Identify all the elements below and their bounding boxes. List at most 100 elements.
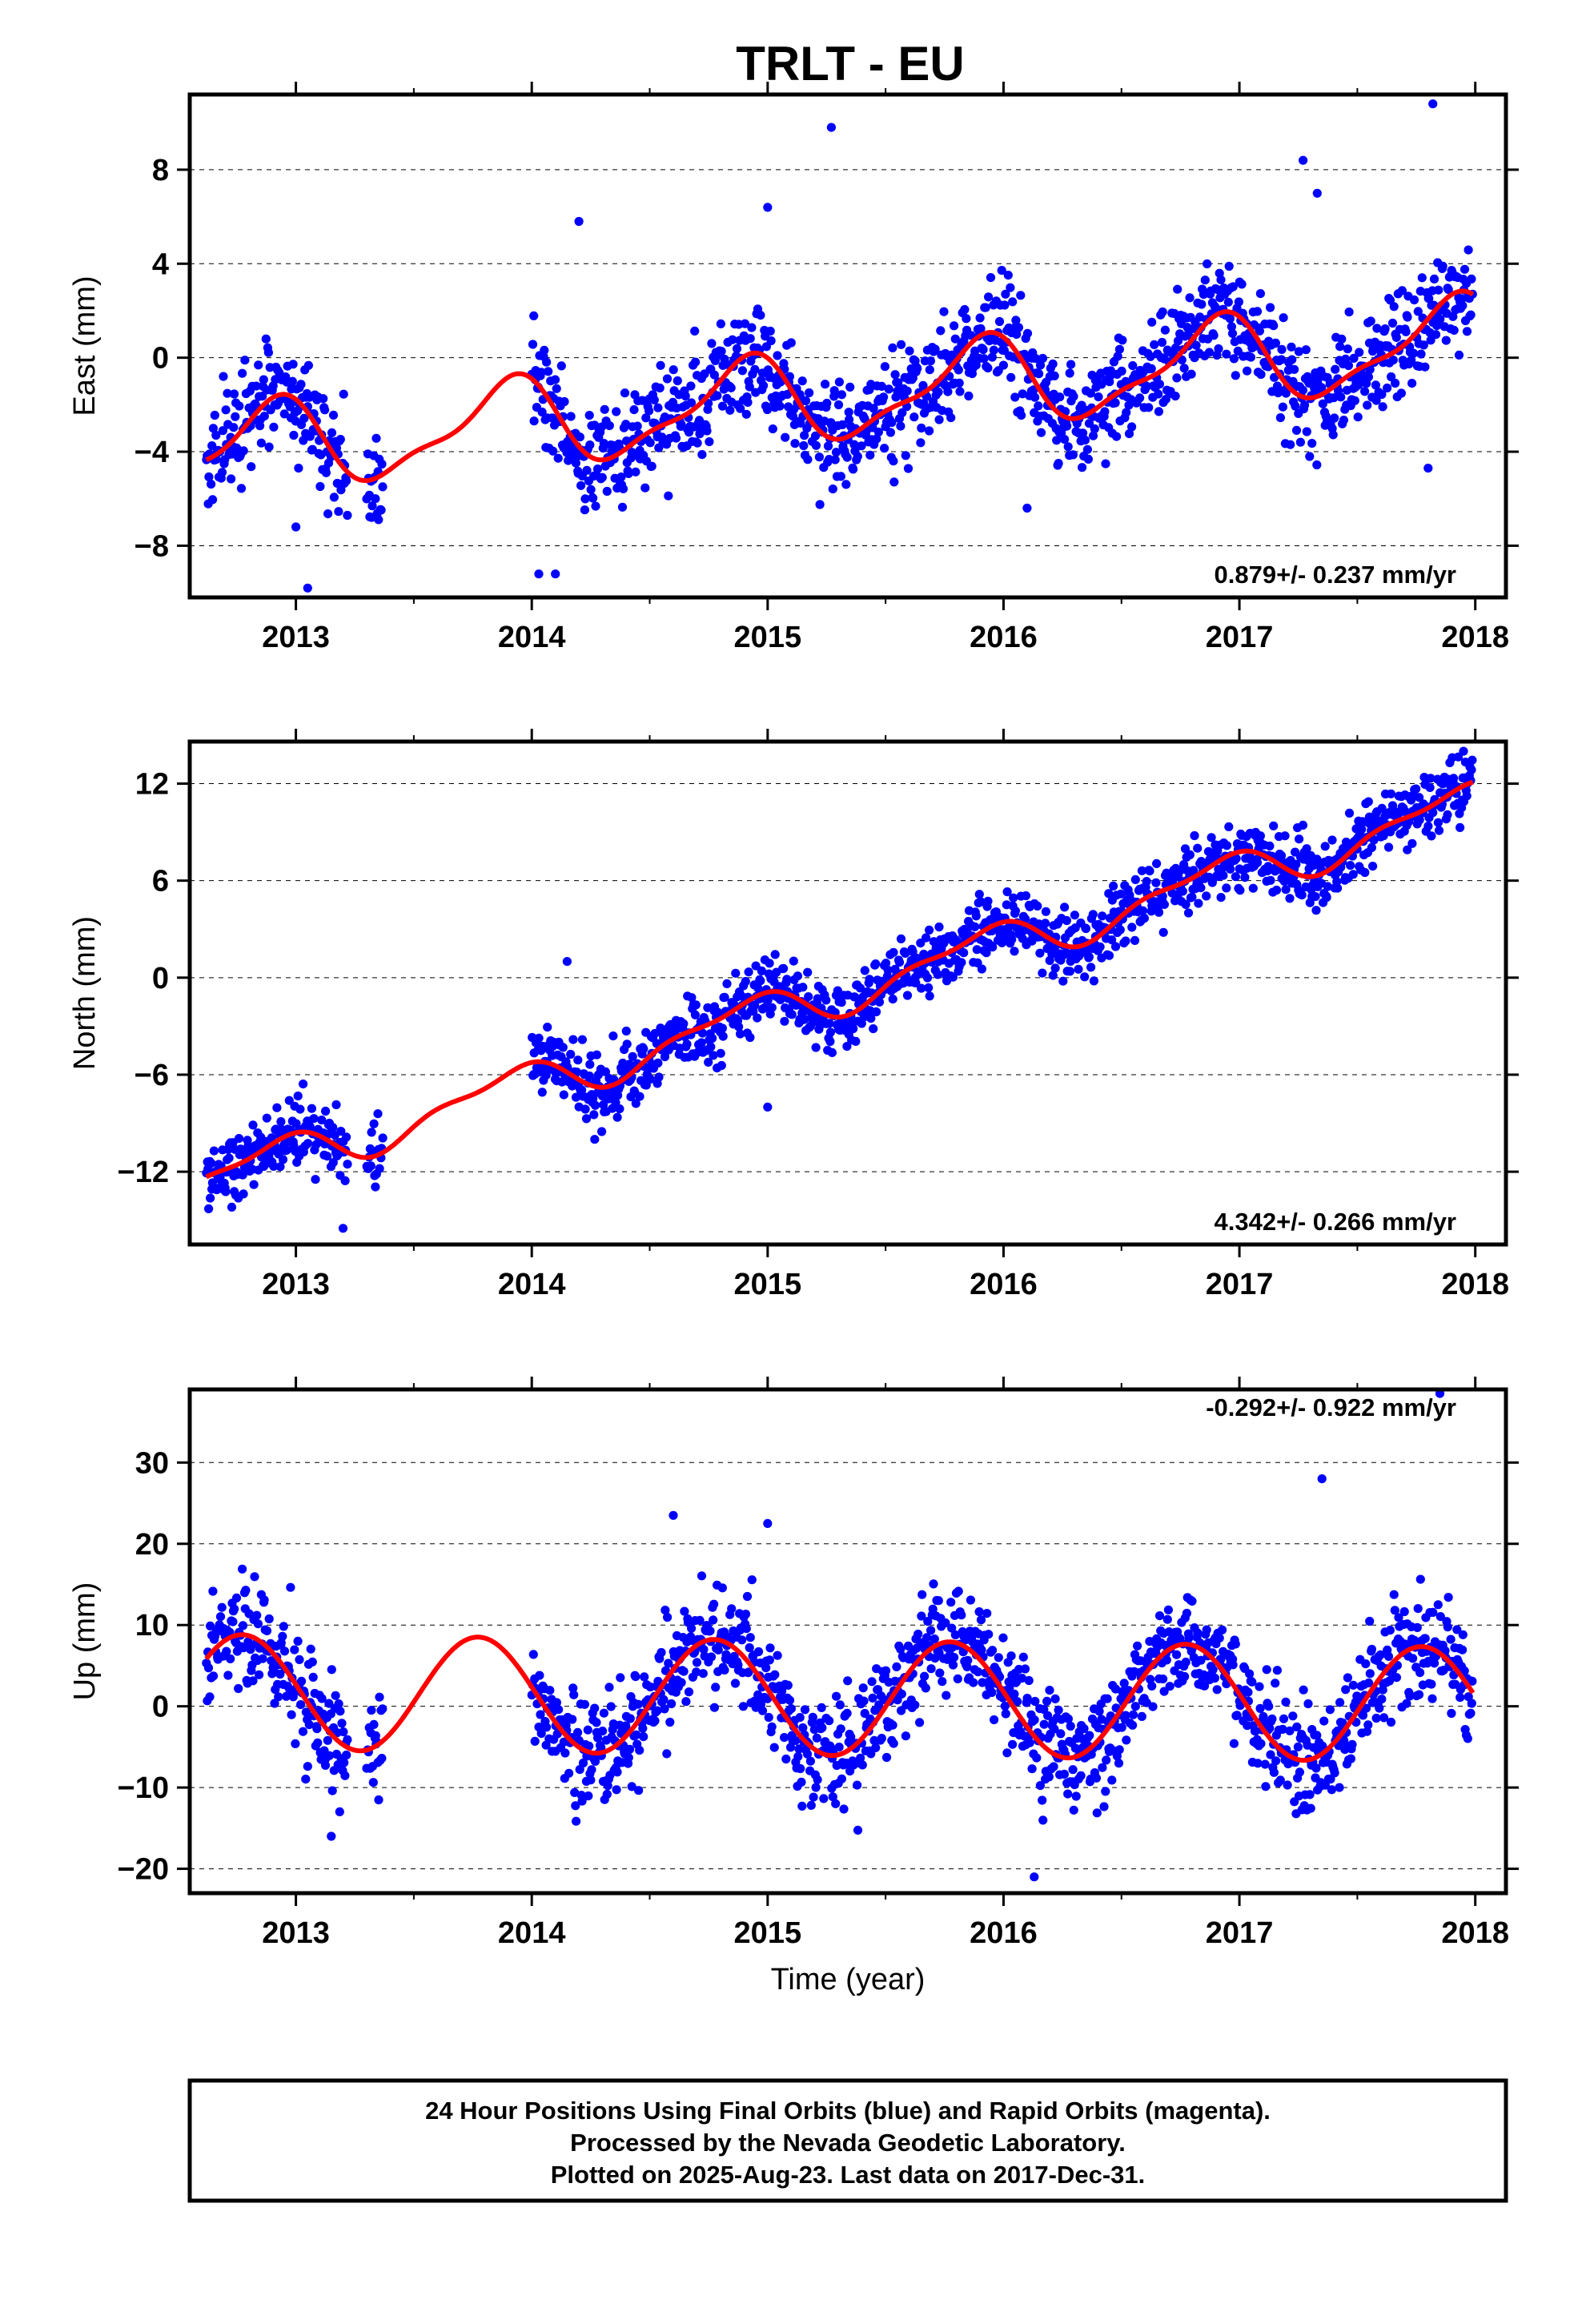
data-point <box>640 1672 649 1682</box>
data-point <box>977 1645 986 1655</box>
data-point <box>1160 325 1170 335</box>
data-point <box>272 1103 282 1112</box>
data-point <box>368 1778 378 1787</box>
data-point <box>534 1033 544 1043</box>
data-point <box>790 439 800 448</box>
data-point <box>625 1714 635 1723</box>
data-point <box>1173 284 1182 294</box>
data-point <box>966 1595 975 1605</box>
data-point <box>269 1161 279 1171</box>
data-point <box>644 406 654 416</box>
data-point <box>857 441 866 451</box>
data-point <box>1277 344 1287 354</box>
data-point <box>667 1699 677 1709</box>
data-point <box>1224 822 1234 831</box>
data-point <box>1055 392 1065 402</box>
data-point <box>1272 1666 1282 1675</box>
data-point <box>591 501 600 511</box>
data-point <box>1083 454 1093 464</box>
data-point <box>734 1022 744 1031</box>
data-point <box>1183 908 1194 918</box>
data-point <box>622 1039 632 1049</box>
data-point <box>227 1202 237 1212</box>
data-point <box>243 1140 253 1150</box>
data-point <box>1391 1673 1401 1683</box>
data-point <box>1293 1742 1303 1751</box>
data-point <box>885 428 895 437</box>
data-point <box>930 1634 939 1644</box>
data-point <box>1427 1694 1437 1703</box>
data-point <box>246 1645 255 1655</box>
data-point <box>738 1702 749 1711</box>
data-point <box>934 415 944 424</box>
data-point <box>343 510 352 521</box>
data-point <box>207 441 217 451</box>
data-point <box>340 1771 350 1780</box>
data-point <box>1285 894 1295 903</box>
data-point <box>805 388 814 398</box>
data-point <box>600 404 609 414</box>
data-point <box>853 1825 863 1835</box>
data-point <box>1068 1765 1078 1775</box>
data-point <box>798 1723 808 1733</box>
footer-line-3: Plotted on 2025-Aug-23. Last data on 201… <box>551 2161 1146 2189</box>
data-point <box>1311 892 1320 902</box>
data-point <box>327 428 337 438</box>
data-point <box>793 971 803 981</box>
data-point <box>320 1760 331 1770</box>
data-point <box>653 1058 663 1068</box>
data-point <box>339 389 348 399</box>
data-point <box>795 1713 805 1723</box>
data-point <box>1466 1708 1476 1718</box>
data-point <box>726 383 736 392</box>
data-point <box>650 1716 660 1726</box>
data-point <box>736 404 745 413</box>
data-point <box>994 316 1005 327</box>
data-point <box>1294 347 1303 356</box>
data-point <box>1054 459 1063 468</box>
data-point <box>289 430 299 440</box>
data-point <box>1401 327 1411 336</box>
data-point <box>262 1113 271 1123</box>
data-point <box>765 959 774 968</box>
data-point <box>829 386 839 396</box>
data-point <box>817 1703 826 1712</box>
data-point <box>1006 283 1015 292</box>
data-point <box>581 1114 592 1124</box>
data-point <box>645 438 655 448</box>
data-point <box>751 961 761 971</box>
data-point <box>849 464 858 474</box>
data-point <box>542 1723 552 1732</box>
data-point <box>1124 429 1134 439</box>
data-point <box>1018 1652 1028 1662</box>
data-point <box>756 976 765 986</box>
data-point <box>946 1598 956 1607</box>
data-point <box>599 1100 608 1110</box>
data-point <box>974 1607 984 1617</box>
data-point <box>742 1591 753 1602</box>
data-point <box>1256 369 1266 380</box>
data-point <box>568 1035 578 1044</box>
data-point <box>654 1072 664 1082</box>
data-point <box>741 1610 751 1619</box>
data-point <box>1150 340 1159 349</box>
data-point <box>811 1783 821 1792</box>
data-point <box>1297 891 1307 900</box>
data-point <box>1453 752 1464 762</box>
data-point <box>810 431 821 441</box>
data-point <box>1271 338 1280 348</box>
data-point <box>250 1572 259 1582</box>
data-point <box>836 472 845 481</box>
data-point <box>757 1706 768 1715</box>
data-point <box>801 396 811 406</box>
data-point <box>575 432 585 442</box>
data-point <box>224 1153 234 1163</box>
data-point <box>905 346 914 356</box>
data-point <box>1180 1671 1190 1682</box>
data-point <box>1325 1705 1335 1715</box>
data-point <box>371 494 380 504</box>
data-point <box>986 273 996 283</box>
data-point <box>974 1667 983 1677</box>
data-point <box>1017 1674 1027 1683</box>
data-point <box>925 925 934 935</box>
